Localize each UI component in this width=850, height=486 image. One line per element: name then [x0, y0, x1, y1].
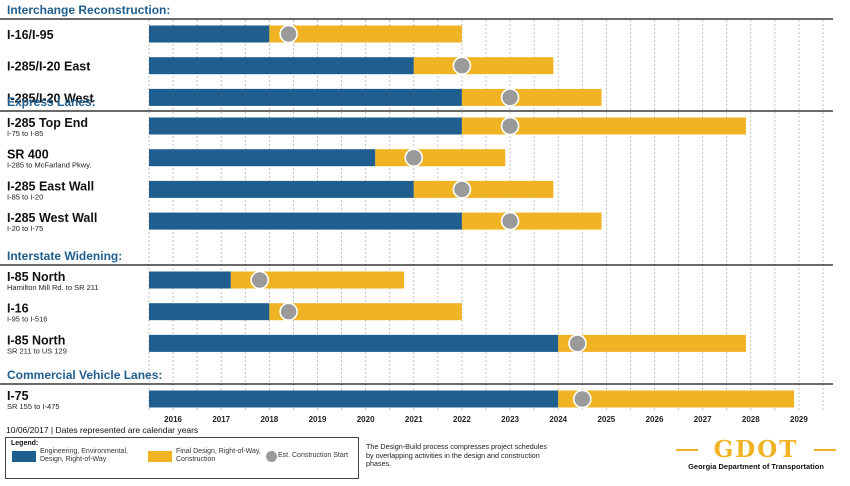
x-tick-label: 2028 — [742, 415, 760, 424]
project-name: I-285/I-20 West — [7, 91, 94, 105]
date-note: 10/06/2017 | Dates represented are calen… — [6, 425, 199, 435]
construction-start-marker — [279, 24, 298, 44]
construction-start-marker — [500, 116, 520, 136]
legend-blue-swatch — [12, 451, 36, 462]
bar-engineering — [149, 88, 462, 106]
x-tick-label: 2019 — [309, 415, 327, 424]
section-title: Interchange Reconstruction: — [7, 3, 170, 17]
logo-stripe-right — [814, 449, 836, 451]
construction-start-marker — [500, 88, 520, 107]
bar-construction — [558, 334, 746, 352]
project-name: I-85 North — [7, 270, 65, 284]
x-tick-label: 2025 — [597, 415, 615, 424]
x-tick-label: 2021 — [405, 415, 423, 424]
project-segment: I-95 to I-516 — [7, 315, 47, 324]
construction-start-marker — [452, 180, 472, 199]
bar-engineering — [149, 57, 414, 75]
project-row: I-16I-95 to I-516 — [7, 302, 462, 324]
project-name: I-75 — [7, 389, 29, 403]
project-name: I-285 West Wall — [7, 211, 97, 225]
x-tick-label: 2018 — [260, 415, 278, 424]
logo-stripe-left — [676, 449, 698, 451]
construction-start-marker — [572, 389, 592, 409]
construction-start-marker — [568, 334, 587, 353]
bar-construction — [558, 390, 795, 408]
bar-engineering — [149, 271, 231, 289]
project-row: I-285/I-20 East — [7, 56, 554, 75]
section-title: Interstate Widening: — [7, 249, 122, 263]
construction-start-marker — [279, 302, 298, 322]
legend-yellow-swatch — [148, 451, 172, 462]
bar-engineering — [149, 25, 270, 43]
bar-engineering — [149, 334, 559, 352]
section-title: Commercial Vehicle Lanes: — [7, 368, 162, 382]
project-name: I-285/I-20 East — [7, 60, 91, 74]
bar-construction — [461, 117, 746, 135]
project-name: I-285 Top End — [7, 116, 88, 130]
project-segment: I-20 to I-75 — [7, 224, 43, 233]
project-segment: I-285 to McFarland Pkwy. — [7, 161, 91, 170]
logo-wordmark: GDOT — [713, 436, 799, 463]
project-segment: I-85 to I-20 — [7, 192, 43, 201]
construction-start-marker — [500, 211, 520, 231]
x-tick-label: 2023 — [501, 415, 519, 424]
legend-dot-swatch — [266, 451, 277, 462]
x-tick-label: 2029 — [790, 415, 808, 424]
project-row: I-285/I-20 West — [7, 88, 602, 107]
bar-engineering — [149, 117, 462, 135]
bar-engineering — [149, 149, 376, 167]
bar-construction — [269, 25, 462, 43]
bar-construction — [461, 88, 602, 106]
project-segment: SR 211 to US 129 — [7, 346, 67, 355]
project-segment: Hamilton Mill Rd. to SR 211 — [7, 283, 99, 292]
legend-yellow-label: Final Design, Right-of-Way, Construction — [176, 448, 261, 463]
project-name: I-285 East Wall — [7, 179, 94, 193]
legend-title: Legend: — [11, 440, 39, 447]
section-title: Express Lanes: — [7, 95, 96, 109]
project-name: I-16 — [7, 302, 29, 316]
project-row: I-16/I-95 — [7, 24, 462, 44]
bar-construction — [461, 212, 602, 230]
x-tick-label: 2022 — [453, 415, 471, 424]
bar-construction — [230, 271, 405, 289]
construction-start-marker — [452, 56, 472, 75]
construction-start-marker — [404, 148, 424, 167]
bar-construction — [413, 180, 554, 198]
project-segment: I-75 to I-85 — [7, 129, 43, 138]
gdot-logo: GDOT Georgia Department of Transportatio… — [676, 436, 836, 480]
x-tick-label: 2027 — [694, 415, 712, 424]
project-segment: SR 155 to I-475 — [7, 402, 60, 411]
bar-construction — [375, 149, 506, 167]
legend: Legend: Engineering, Environmental, Desi… — [5, 437, 359, 479]
bar-engineering — [149, 390, 559, 408]
x-tick-label: 2016 — [164, 415, 182, 424]
logo-subtitle: Georgia Department of Transportation — [688, 462, 824, 471]
design-build-note: The Design-Build process compresses proj… — [366, 442, 547, 468]
x-tick-label: 2024 — [549, 415, 567, 424]
legend-dot-label: Est. Construction Start — [278, 452, 349, 459]
bar-engineering — [149, 303, 270, 321]
project-name: I-16/I-95 — [7, 28, 54, 42]
x-tick-label: 2020 — [357, 415, 375, 424]
project-name: I-85 North — [7, 333, 65, 347]
bar-construction — [413, 57, 554, 75]
bar-construction — [269, 303, 462, 321]
bar-engineering — [149, 212, 462, 230]
x-tick-label: 2017 — [212, 415, 230, 424]
legend-blue-label: Engineering, Environmental, Design, Righ… — [40, 448, 128, 463]
x-tick-label: 2026 — [646, 415, 664, 424]
construction-start-marker — [250, 270, 270, 290]
bar-engineering — [149, 180, 414, 198]
project-name: SR 400 — [7, 148, 49, 162]
